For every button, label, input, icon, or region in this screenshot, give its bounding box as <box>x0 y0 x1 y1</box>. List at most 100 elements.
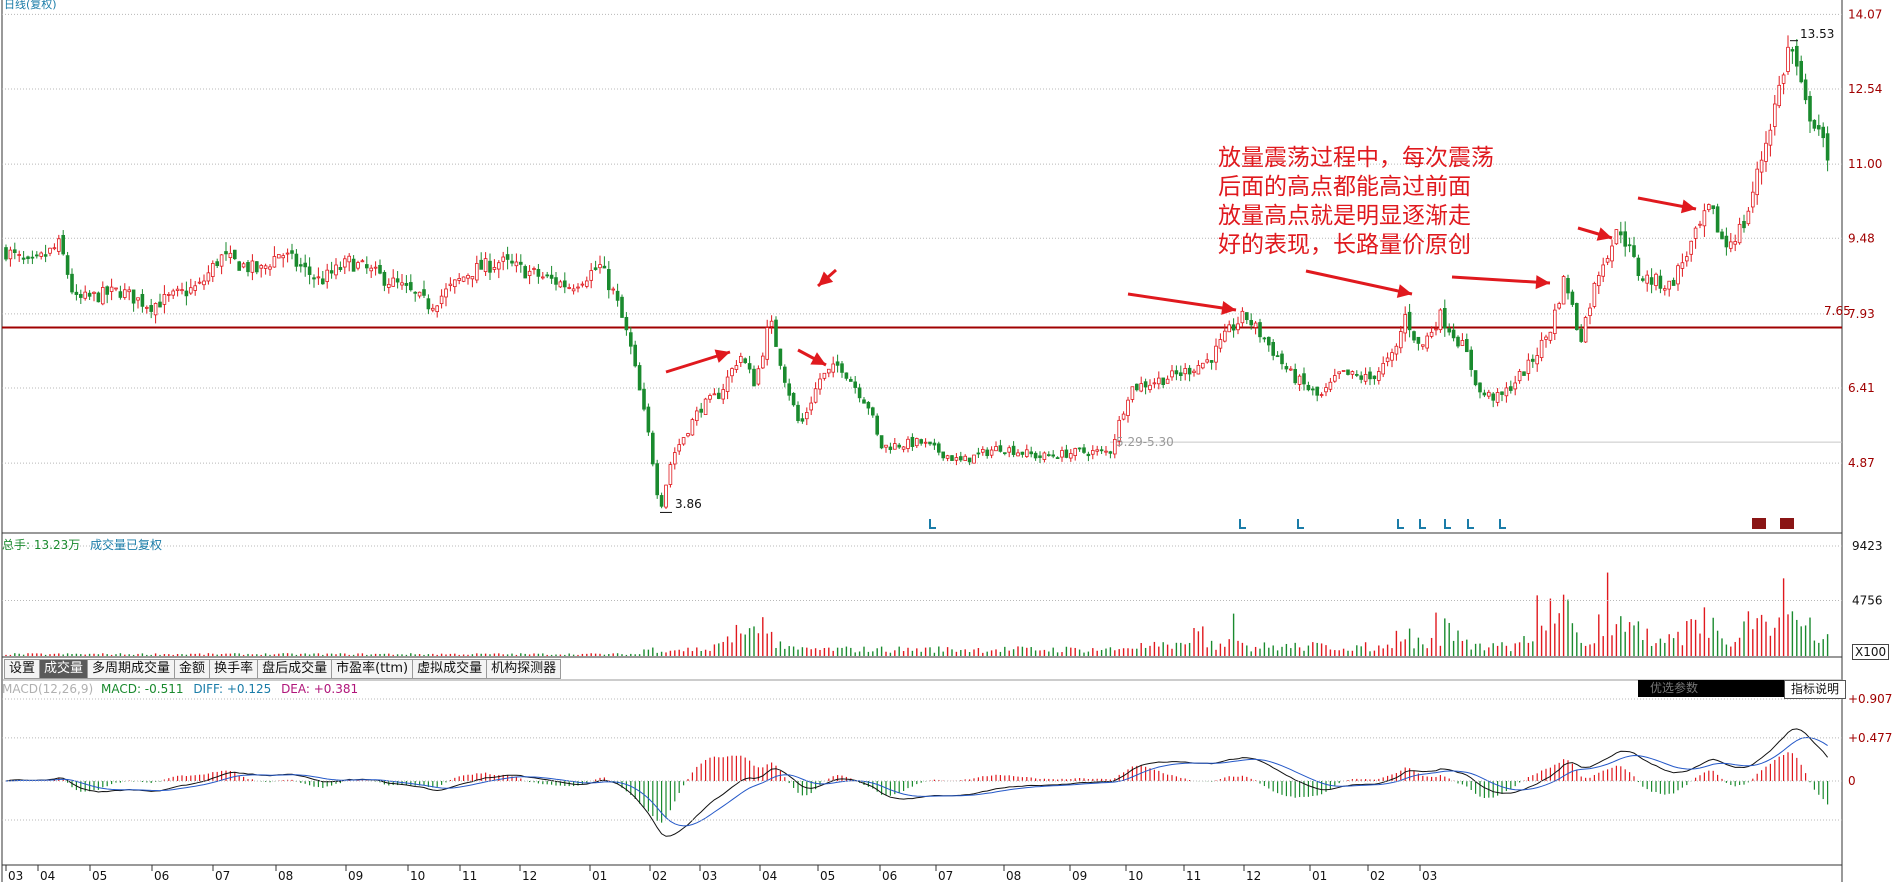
candle-body <box>259 265 263 269</box>
candle-body <box>1047 454 1051 457</box>
candle-body <box>818 378 822 390</box>
event-marker <box>1239 519 1246 529</box>
candle-body <box>1561 276 1566 305</box>
candle-body <box>642 388 646 410</box>
candle-body <box>492 267 497 270</box>
candle-body <box>263 265 268 269</box>
arrow-head <box>714 349 730 363</box>
candle-body <box>1183 368 1188 375</box>
candle-body <box>1469 349 1474 370</box>
candle-body <box>1733 241 1738 245</box>
x-tick-label: 08 <box>278 869 293 882</box>
candle-body <box>1363 374 1368 382</box>
candle-body <box>118 291 123 298</box>
chart-title: 日线(复权) <box>4 0 57 11</box>
candle-body <box>79 294 83 298</box>
indicator-tabs: 设置 成交量 多周期成交量 金额 换手率 盘后成交量 市盈率(ttm) 虚拟成交… <box>4 659 562 679</box>
candle-body <box>1368 371 1372 380</box>
tab-volume[interactable]: 成交量 <box>39 659 88 679</box>
tab-institution-detector[interactable]: 机构探测器 <box>486 659 562 679</box>
candle-body <box>1808 95 1812 122</box>
candle-body <box>413 291 417 294</box>
candle-body <box>950 455 954 461</box>
x-tick-label: 04 <box>762 869 777 882</box>
candle-body <box>210 263 215 277</box>
candle-body <box>496 262 501 270</box>
candle-body <box>624 316 629 331</box>
macd-legend: MACD(12,26,9) MACD: -0.511 DIFF: +0.125 … <box>2 682 358 696</box>
optimize-params-button[interactable]: 优选参数 <box>1638 680 1792 697</box>
candle-body <box>501 256 505 262</box>
tab-amount[interactable]: 金额 <box>174 659 210 679</box>
candle-body <box>1764 142 1768 162</box>
event-marker <box>1499 519 1506 529</box>
candle-body <box>695 410 699 422</box>
candle-body <box>827 368 831 374</box>
candle-body <box>329 270 334 274</box>
candle-body <box>153 303 158 316</box>
candle-body <box>391 277 395 287</box>
tab-pe-ratio[interactable]: 市盈率(ttm) <box>331 659 413 679</box>
candle-body <box>1592 282 1597 307</box>
candle-body <box>523 266 527 279</box>
candle-body <box>761 355 765 369</box>
candle-body <box>1715 206 1720 233</box>
candle-body <box>1473 370 1478 386</box>
candle-body <box>109 286 114 292</box>
candle-body <box>1451 329 1456 339</box>
candle-body <box>1482 392 1487 396</box>
candle-body <box>1526 359 1531 374</box>
info-marker <box>1752 518 1766 529</box>
candle-body <box>633 344 637 367</box>
candle-body <box>703 398 708 415</box>
candle-body <box>1315 386 1320 396</box>
candle-body <box>1632 245 1636 257</box>
candle-body <box>1544 336 1548 340</box>
candle-body <box>1258 322 1262 338</box>
candle-body <box>985 449 989 457</box>
candle-body <box>1042 452 1047 460</box>
candle-body <box>611 288 615 291</box>
tab-turnover[interactable]: 换手率 <box>209 659 258 679</box>
candle-body <box>677 444 681 452</box>
candle-body <box>976 452 981 455</box>
candle-body <box>967 457 972 463</box>
candle-body <box>1504 387 1509 397</box>
price-tick-label: 14.07 <box>1848 7 1882 21</box>
candle-body <box>158 301 162 308</box>
candle-body <box>1196 365 1201 375</box>
candle-body <box>193 285 198 291</box>
candle-body <box>989 449 994 456</box>
candle-body <box>725 376 730 392</box>
event-marker <box>1297 519 1304 529</box>
price-tick-label: 4.87 <box>1848 456 1875 470</box>
candle-body <box>576 286 580 289</box>
candle-body <box>906 438 910 449</box>
candle-body <box>83 291 88 299</box>
x-tick-label: 12 <box>1246 869 1261 882</box>
candle-body <box>923 441 928 444</box>
candle-body <box>1262 337 1267 340</box>
indicator-explain-button[interactable]: 指标说明 <box>1784 680 1847 699</box>
candle-body <box>813 388 818 403</box>
candle-body <box>699 408 703 413</box>
price-axis: 14.07 12.54 11.00 9.48 7.93 6.41 4.87 <box>1848 7 1882 470</box>
candle-body <box>1641 278 1645 281</box>
x-tick-label: 07 <box>938 869 953 882</box>
candle-body <box>1214 345 1218 363</box>
candle-body <box>1711 205 1716 210</box>
candle-body <box>448 283 453 286</box>
tab-virtual-volume[interactable]: 虚拟成交量 <box>412 659 487 679</box>
candle-body <box>175 288 180 291</box>
candle-body <box>884 444 888 448</box>
volume-total: 总手: 13.23万 <box>2 538 81 552</box>
tab-settings[interactable]: 设置 <box>4 659 40 679</box>
candle-body <box>1654 273 1658 287</box>
tab-after-hours-volume[interactable]: 盘后成交量 <box>257 659 332 679</box>
x-tick-label: 01 <box>1312 869 1327 882</box>
candle-body <box>1623 231 1628 247</box>
candle-body <box>114 287 118 290</box>
macd-value: MACD: -0.511 <box>100 682 184 696</box>
candle-body <box>734 365 739 370</box>
tab-multi-period-volume[interactable]: 多周期成交量 <box>87 659 175 679</box>
